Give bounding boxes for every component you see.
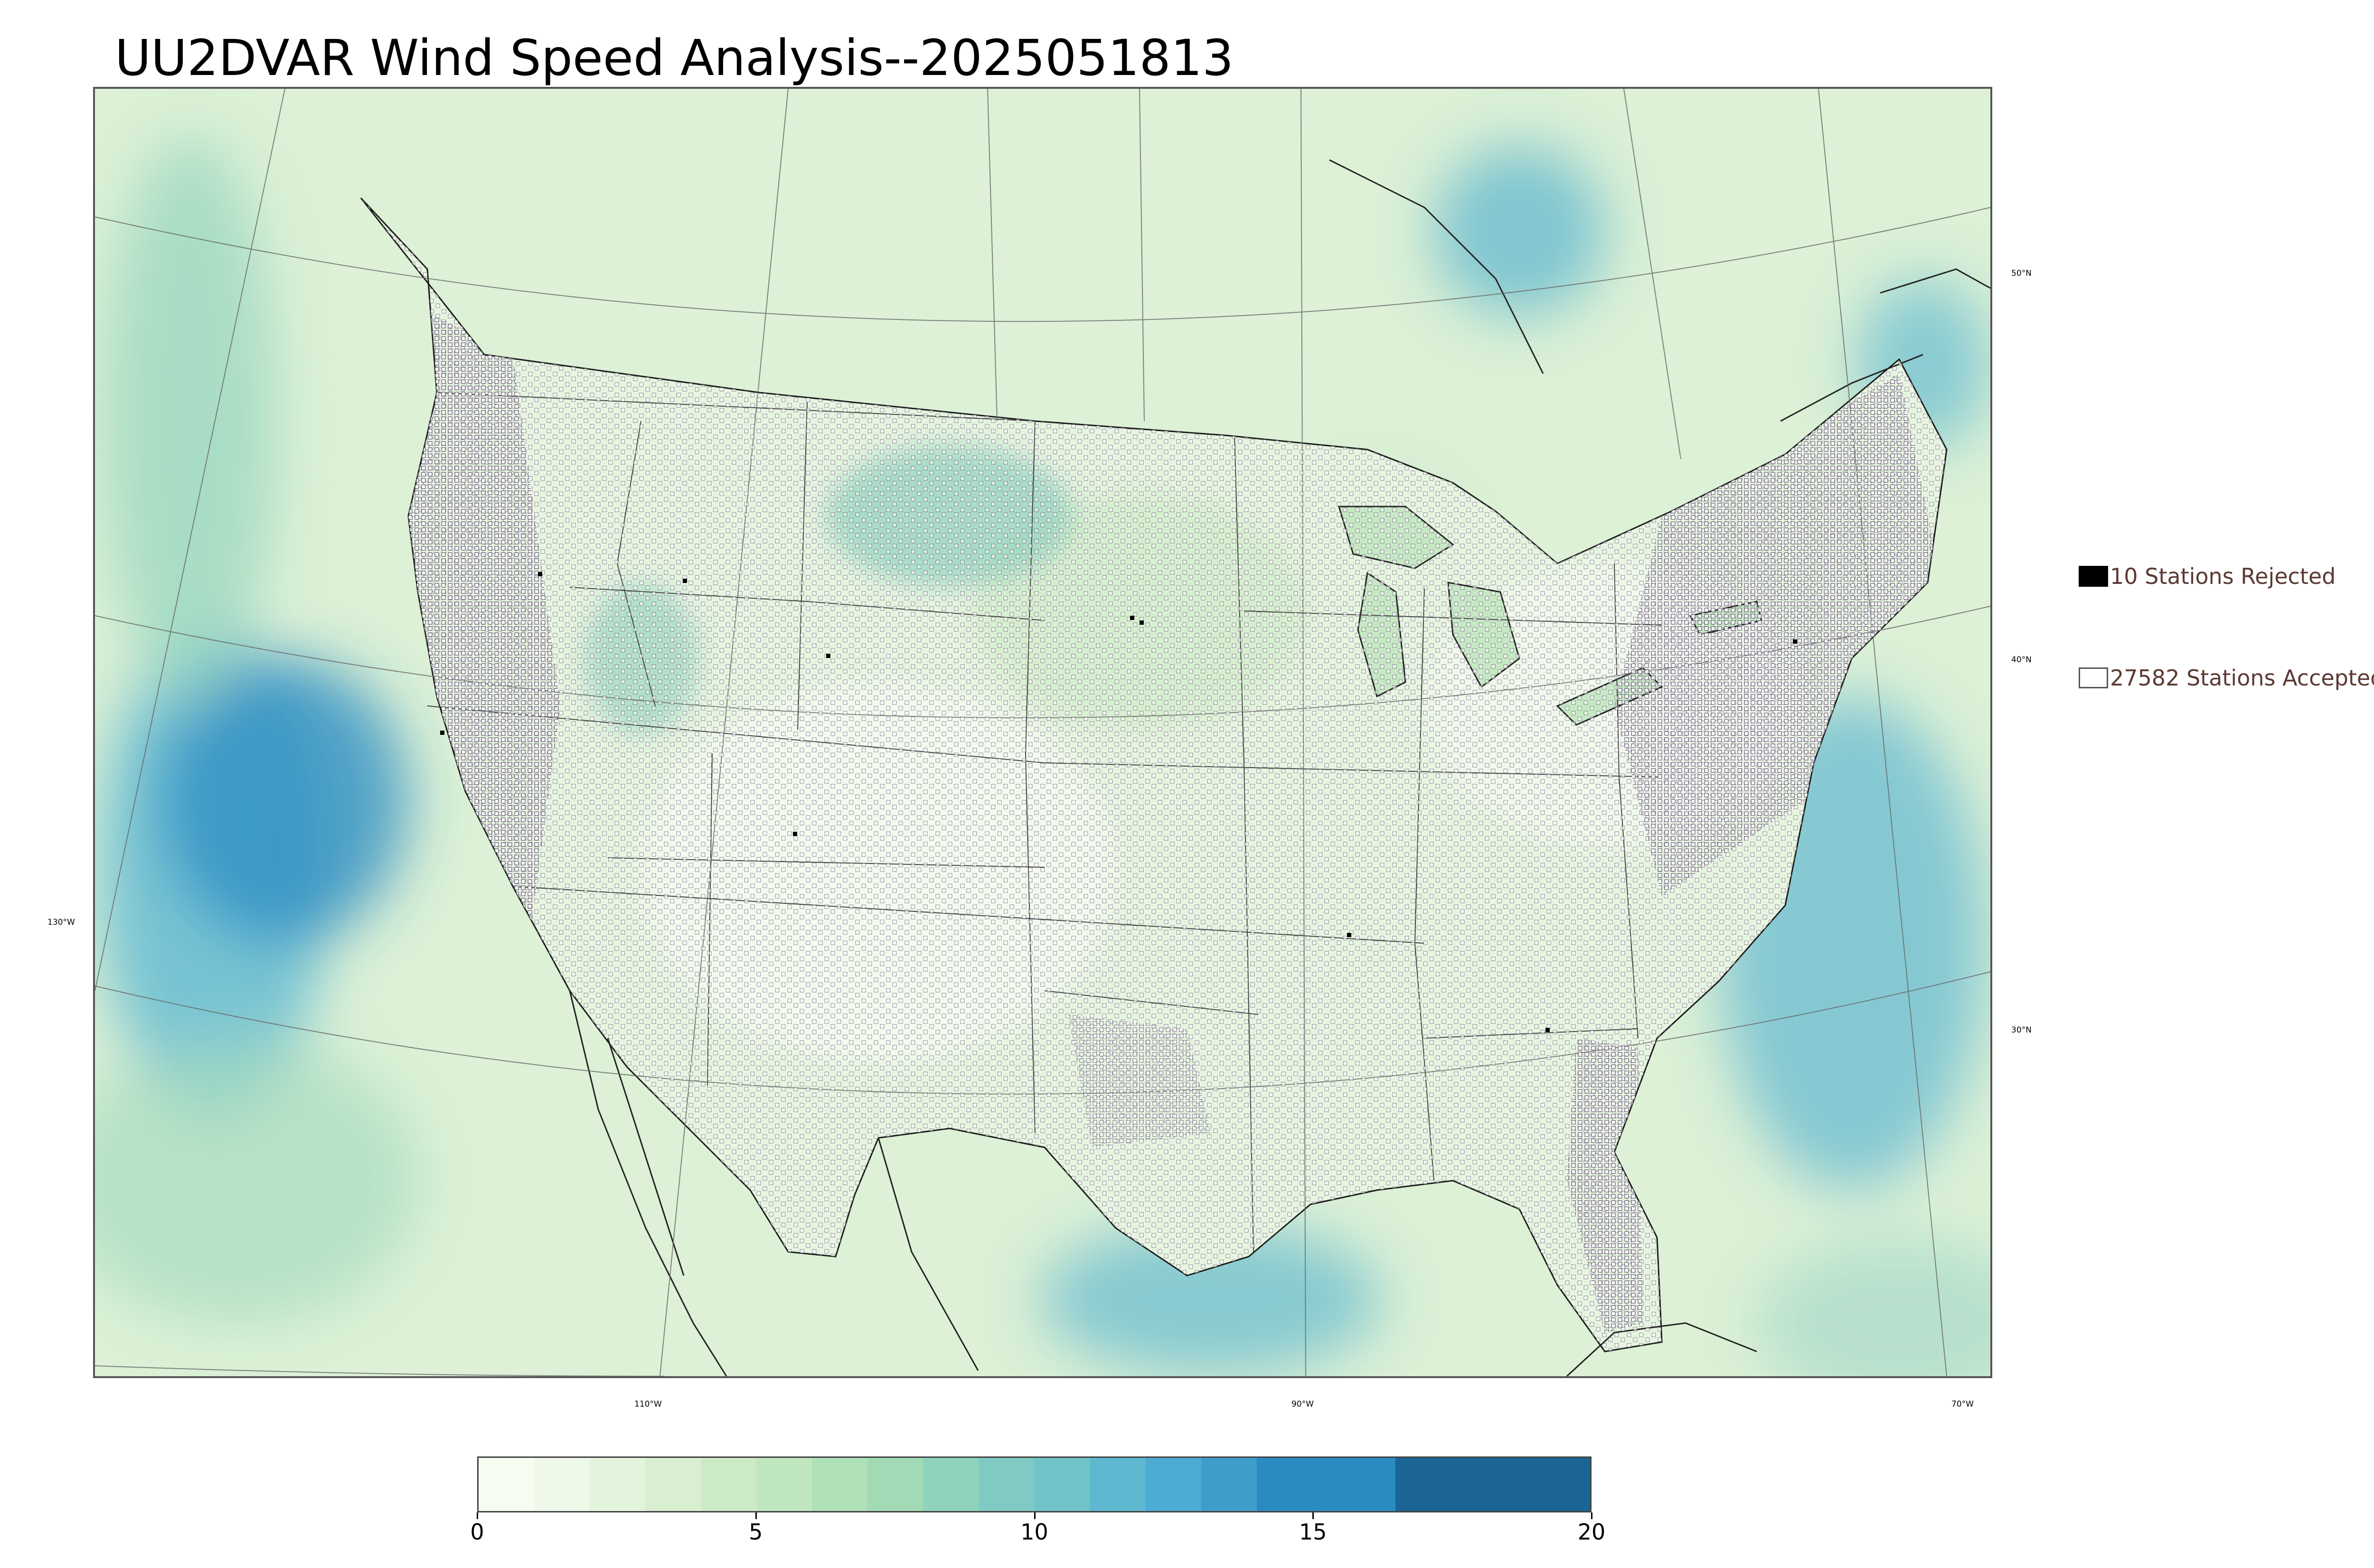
colorbar-tick-label-2: 10 bbox=[1020, 1519, 1048, 1545]
lon-label-130w: 130°W bbox=[47, 918, 75, 927]
colorbar-bin-8 bbox=[923, 1458, 979, 1511]
colorbar-tick-label-0: 0 bbox=[470, 1519, 484, 1545]
colorbar-ticks: 0 5 10 15 20 bbox=[470, 1512, 1605, 1550]
legend-accepted: 27582 Stations Accepted bbox=[2079, 665, 2374, 691]
colorbar-bin-1 bbox=[534, 1458, 590, 1511]
lon-label-110w: 110°W bbox=[634, 1399, 662, 1409]
colorbar-tick-3 bbox=[1312, 1512, 1314, 1519]
colorbar-bin-11 bbox=[1090, 1458, 1146, 1511]
colorbar-bin-10 bbox=[1034, 1458, 1090, 1511]
legend-rejected: 10 Stations Rejected bbox=[2079, 563, 2336, 589]
lon-label-90w: 90°W bbox=[1291, 1399, 1314, 1409]
lon-label-70w: 70°W bbox=[1951, 1399, 1974, 1409]
accepted-marker-swatch bbox=[2079, 667, 2108, 688]
colorbar-tick-0 bbox=[477, 1512, 478, 1519]
chart-title: UU2DVAR Wind Speed Analysis--2025051813 bbox=[114, 29, 1234, 87]
map-canvas[interactable] bbox=[95, 89, 1990, 1376]
colorbar-bin-13 bbox=[1201, 1458, 1257, 1511]
colorbar-bin-6 bbox=[812, 1458, 868, 1511]
colorbar-tick-1 bbox=[755, 1512, 757, 1519]
rejected-marker-swatch bbox=[2079, 566, 2108, 587]
colorbar-bin-3 bbox=[645, 1458, 701, 1511]
lat-label-50n: 50°N bbox=[2011, 269, 2032, 278]
colorbar-tick-label-4: 20 bbox=[1577, 1519, 1606, 1545]
colorbar-bin-12 bbox=[1145, 1458, 1201, 1511]
colorbar-bin-5 bbox=[756, 1458, 812, 1511]
legend-accepted-label: 27582 Stations Accepted bbox=[2110, 665, 2374, 691]
colorbar-tick-label-3: 15 bbox=[1299, 1519, 1327, 1545]
colorbar-tick-label-1: 5 bbox=[749, 1519, 763, 1545]
coastlines bbox=[569, 159, 1990, 1376]
legend-rejected-label: 10 Stations Rejected bbox=[2110, 563, 2336, 589]
lat-label-30n: 30°N bbox=[2011, 1025, 2032, 1035]
colorbar-bin-0 bbox=[479, 1458, 535, 1511]
colorbar-bin-7 bbox=[867, 1458, 923, 1511]
colorbar-bin-4 bbox=[701, 1458, 757, 1511]
colorbar-tick-4 bbox=[1591, 1512, 1592, 1519]
rejected-station-markers[interactable] bbox=[440, 572, 1797, 1032]
lat-label-40n: 40°N bbox=[2011, 655, 2032, 665]
colorbar-bin-15 bbox=[1395, 1458, 1590, 1511]
colorbar bbox=[477, 1456, 1592, 1512]
map-panel[interactable] bbox=[93, 87, 1992, 1378]
colorbar-tick-2 bbox=[1034, 1512, 1036, 1519]
colorbar-bin-14 bbox=[1256, 1458, 1396, 1511]
colorbar-bin-9 bbox=[979, 1458, 1035, 1511]
colorbar-bin-2 bbox=[590, 1458, 646, 1511]
